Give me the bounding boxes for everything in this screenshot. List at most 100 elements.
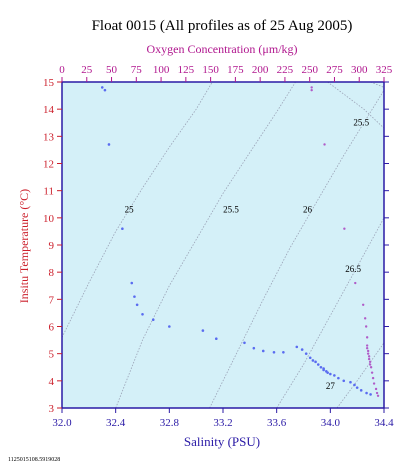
oxygen-point: [365, 347, 369, 350]
x2-tick-label: 100: [153, 64, 170, 76]
y-tick-label: 11: [43, 186, 54, 198]
isopycnal-label: 25.5: [353, 117, 369, 127]
salinity-point: [329, 372, 332, 376]
oxygen-point: [368, 360, 372, 364]
oxygen-point: [310, 88, 313, 92]
y-tick-label: 12: [43, 159, 54, 171]
oxygen-point: [374, 387, 378, 391]
oxygen-point: [310, 86, 313, 89]
salinity-point: [365, 391, 368, 395]
salinity-point: [252, 346, 256, 350]
salinity-point: [295, 345, 299, 349]
y-tick-label: 4: [49, 376, 55, 388]
salinity-point: [326, 371, 329, 374]
salinity-point: [337, 376, 340, 380]
footer-id: 1125015108.5919028: [8, 457, 60, 463]
isopycnal-label: 25.5: [223, 204, 239, 214]
salinity-point: [333, 374, 336, 377]
salinity-point: [168, 325, 171, 328]
salinity-point: [369, 393, 372, 396]
salinity-point: [214, 337, 218, 341]
salinity-point: [353, 383, 356, 387]
isopycnal-label: 26.5: [345, 264, 361, 274]
salinity-point: [141, 312, 144, 316]
oxygen-point: [354, 281, 357, 285]
oxygen-point: [371, 376, 375, 380]
oxygen-point: [368, 363, 372, 366]
salinity-axis-label: Salinity (PSU): [184, 434, 260, 449]
y-tick-label: 15: [43, 77, 55, 89]
oxygen-point: [365, 336, 369, 339]
salinity-point: [322, 368, 325, 372]
oxygen-point: [364, 325, 368, 328]
isopycnal-label: 27: [326, 381, 336, 391]
salinity-point: [243, 341, 246, 345]
salinity-point: [100, 86, 104, 89]
oxygen-point: [366, 352, 370, 355]
y-tick-label: 13: [43, 131, 55, 143]
salinity-point: [355, 386, 359, 389]
temperature-axis-label: Insitu Temperature (°C): [17, 189, 31, 303]
plot-area: [62, 82, 384, 408]
salinity-point: [316, 363, 320, 366]
y-tick-label: 5: [49, 349, 55, 361]
y-tick-label: 6: [49, 322, 55, 334]
x2-tick-label: 150: [202, 64, 219, 76]
x2-tick-label: 300: [351, 64, 368, 76]
y-tick-label: 14: [43, 104, 55, 116]
isopycnal-line: [61, 81, 213, 338]
salinity-point: [272, 351, 276, 354]
oxygen-point: [367, 355, 371, 358]
salinity-point: [314, 360, 317, 364]
x2-tick-label: 0: [59, 64, 65, 76]
isopycnal-line: [276, 217, 385, 409]
x2-tick-label: 125: [178, 64, 195, 76]
y-tick-label: 9: [49, 240, 55, 252]
oxygen-point: [369, 366, 373, 369]
salinity-point: [311, 359, 315, 362]
isopycnal-label: 25: [125, 204, 135, 214]
x2-tick-label: 50: [106, 64, 118, 76]
oxygen-point: [366, 349, 370, 353]
oxygen-axis-label: Oxygen Concentration (μm/kg): [146, 42, 297, 56]
salinity-point: [261, 349, 265, 353]
x2-tick-label: 175: [227, 64, 244, 76]
isopycnal-line: [370, 81, 385, 88]
ticks-layer: 32.0 32.4 32.8 33.2 33.6 34.0 34.4 3 4 5 6 7 8 9 10 11 1…: [43, 64, 394, 429]
oxygen-point: [376, 394, 380, 397]
x-tick-label: 33.6: [267, 417, 287, 429]
salinity-point: [151, 318, 155, 322]
salinity-point: [130, 281, 134, 285]
oxygen-point: [375, 391, 379, 395]
salinity-point: [103, 88, 107, 92]
y-tick-label: 7: [49, 294, 55, 306]
salinity-point: [107, 143, 111, 146]
x-tick-label: 32.4: [106, 417, 126, 429]
salinity-point: [349, 380, 352, 384]
salinity-point: [282, 351, 285, 354]
isopycnal-layer: 25 25.5 26 26.5 27 25.5: [61, 81, 385, 409]
x2-tick-label: 225: [277, 64, 294, 76]
oxygen-point: [367, 357, 371, 361]
y-tick-label: 3: [49, 403, 55, 415]
salinity-point: [135, 303, 139, 307]
x2-tick-label: 250: [301, 64, 318, 76]
salinity-point: [319, 365, 323, 369]
oxygen-point: [370, 371, 374, 374]
salinity-point: [133, 295, 136, 298]
salinity-series: [100, 86, 372, 396]
oxygen-point: [323, 143, 326, 146]
salinity-point: [201, 329, 205, 332]
salinity-point: [121, 227, 124, 230]
x-tick-label: 32.0: [52, 417, 72, 429]
x-tick-label: 34.4: [374, 417, 394, 429]
x-tick-label: 32.8: [160, 417, 180, 429]
oxygen-point: [361, 303, 365, 306]
x2-tick-label: 275: [326, 64, 343, 76]
y-tick-label: 10: [43, 213, 55, 225]
isopycnal-line: [336, 342, 385, 409]
oxygen-point: [363, 317, 367, 320]
oxygen-point: [343, 227, 346, 230]
